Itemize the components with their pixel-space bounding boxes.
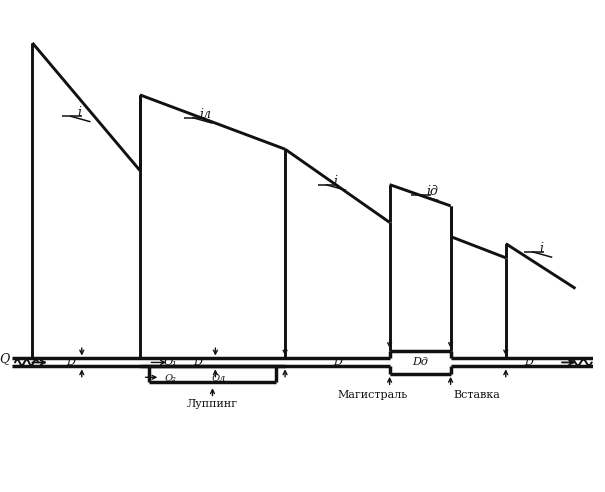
Text: i: i (77, 106, 82, 119)
Text: D: D (525, 357, 534, 368)
Text: D: D (66, 357, 74, 368)
Text: Q: Q (0, 352, 9, 365)
Text: i: i (333, 175, 337, 188)
Text: D: D (194, 357, 203, 368)
Text: Qл: Qл (211, 373, 226, 382)
Text: Dд: Dд (412, 357, 428, 368)
Text: i: i (540, 242, 543, 255)
Text: iд: iд (426, 185, 438, 198)
Text: Q₂: Q₂ (164, 373, 176, 382)
Text: Луппинг: Луппинг (187, 399, 238, 409)
Text: iл: iл (200, 108, 212, 121)
Text: Q₁: Q₁ (163, 357, 177, 368)
Text: Вставка: Вставка (453, 390, 500, 400)
Text: D: D (333, 357, 342, 368)
Text: Магистраль: Магистраль (337, 390, 407, 400)
